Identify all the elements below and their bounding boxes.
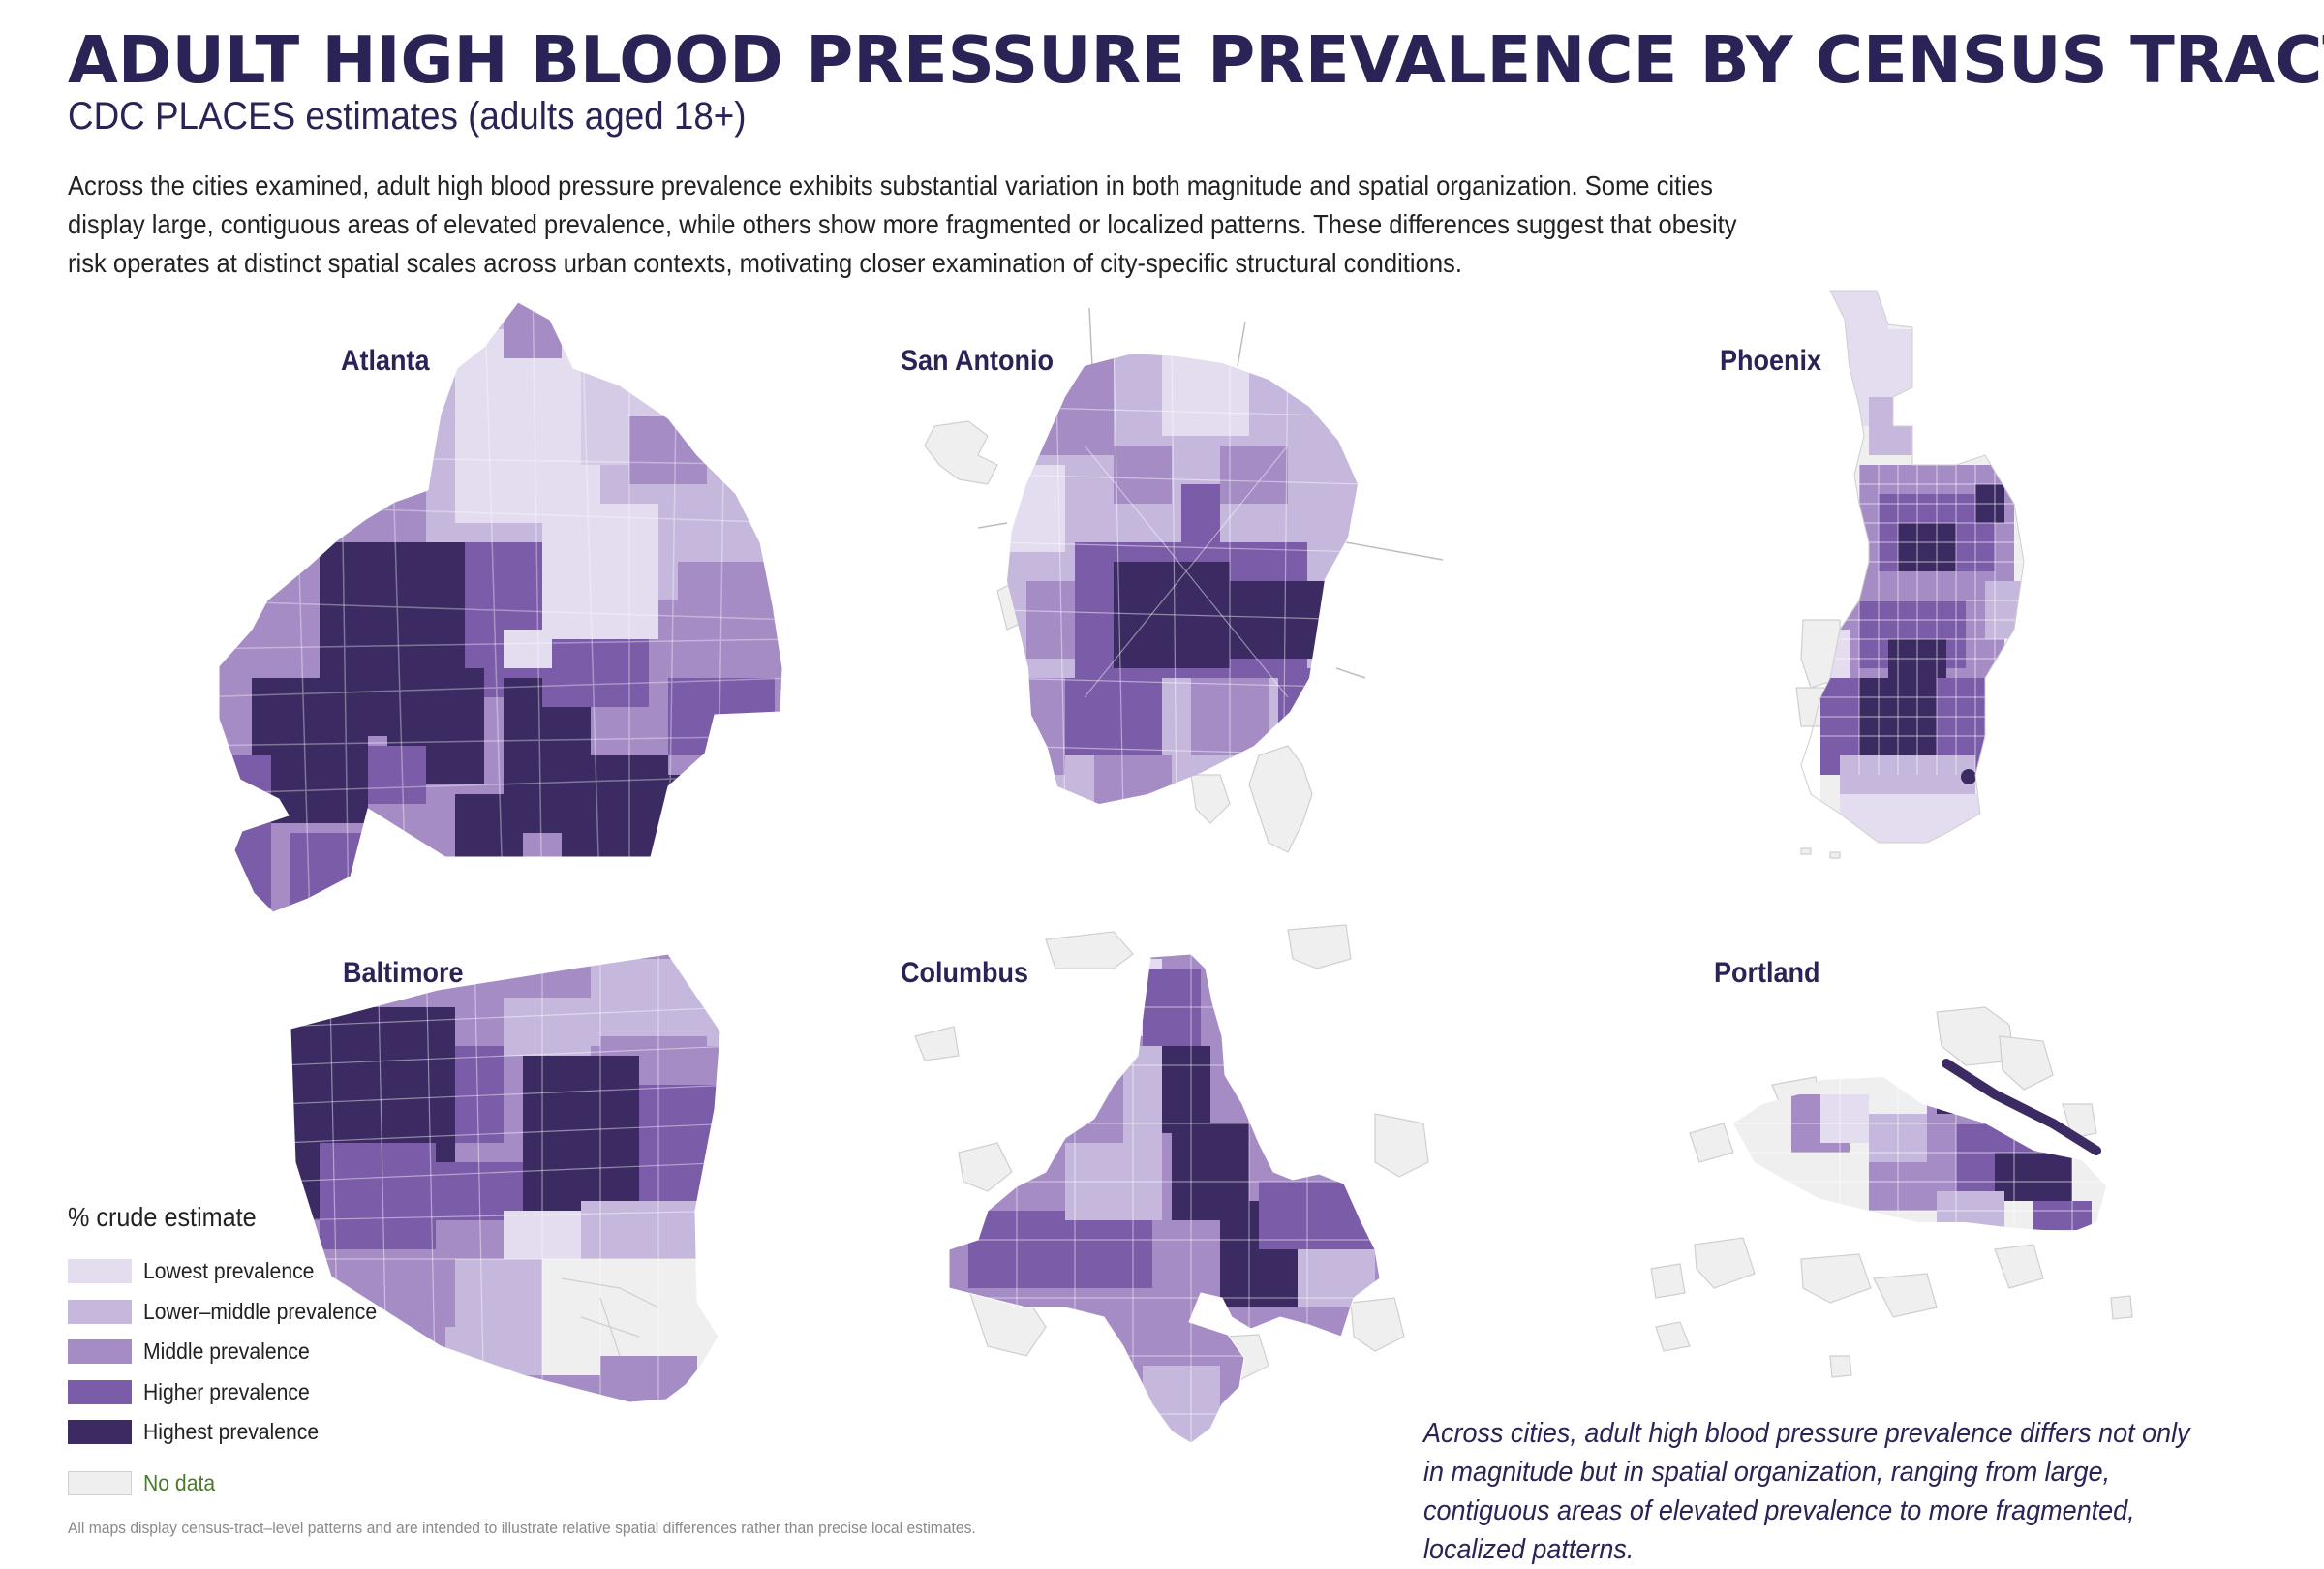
- legend-label-lower-middle: Lower–middle prevalence: [143, 1298, 378, 1324]
- map-label-baltimore: Baltimore: [343, 957, 464, 989]
- map-label-san-antonio: San Antonio: [901, 345, 1054, 377]
- legend-label-no-data: No data: [143, 1469, 216, 1495]
- legend-label-middle: Middle prevalence: [143, 1338, 310, 1365]
- legend-label-higher: Higher prevalence: [143, 1378, 310, 1404]
- legend-swatch-middle: [68, 1339, 132, 1365]
- legend-label-lowest: Lowest prevalence: [143, 1258, 315, 1284]
- legend-item-no-data: No data: [68, 1470, 397, 1496]
- map-label-phoenix: Phoenix: [1720, 345, 1822, 377]
- map-portland[interactable]: [1650, 1006, 2133, 1378]
- map-label-columbus: Columbus: [901, 957, 1029, 989]
- map-san-antonio[interactable]: [924, 307, 1444, 853]
- map-label-portland: Portland: [1714, 957, 1820, 989]
- legend-title: % crude estimate: [68, 1202, 257, 1232]
- legend-swatch-lower-middle: [68, 1299, 132, 1324]
- map-label-atlanta: Atlanta: [341, 345, 430, 377]
- map-atlanta[interactable]: [194, 281, 794, 920]
- callout-text: Across cities, adult high blood pressure…: [1423, 1418, 2190, 1565]
- legend-label-highest: Highest prevalence: [143, 1419, 320, 1445]
- legend-swatch-higher: [68, 1379, 132, 1404]
- legend-swatch-lowest: [68, 1259, 132, 1284]
- legend: % crude estimate Lowest prevalence Lower…: [68, 1201, 397, 1496]
- intro-paragraph: Across the cities examined, adult high b…: [68, 170, 1737, 278]
- legend-item-middle: Middle prevalence: [68, 1332, 397, 1372]
- map-columbus[interactable]: [914, 924, 1429, 1453]
- legend-swatch-highest: [68, 1420, 132, 1445]
- map-phoenix[interactable]: [1795, 281, 2034, 862]
- legend-item-higher: Higher prevalence: [68, 1372, 397, 1413]
- legend-swatch-no-data: [68, 1470, 132, 1495]
- page-subtitle: CDC PLACES estimates (adults aged 18+): [68, 95, 747, 138]
- legend-item-lowest: Lowest prevalence: [68, 1251, 397, 1292]
- footnote: All maps display census-tract–level patt…: [68, 1519, 976, 1537]
- legend-item-lower-middle: Lower–middle prevalence: [68, 1292, 397, 1333]
- legend-item-highest: Highest prevalence: [68, 1412, 397, 1453]
- page-title: ADULT HIGH BLOOD PRESSURE PREVALENCE BY …: [68, 22, 2324, 98]
